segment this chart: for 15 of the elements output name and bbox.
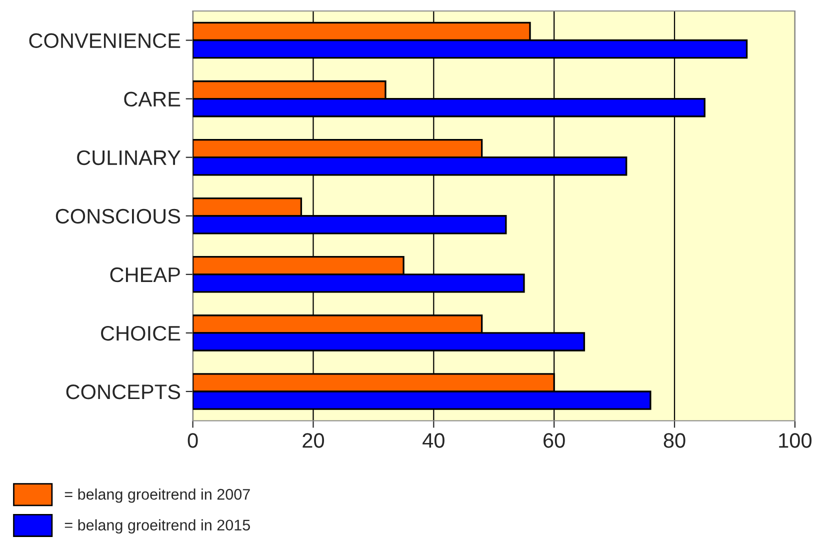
legend-label: = belang groeitrend in 2015 <box>64 519 250 534</box>
y-tick-label: CHEAP <box>110 267 180 282</box>
x-tick-label: 80 <box>664 433 686 448</box>
y-tick-label: CONCEPTS <box>66 384 180 400</box>
x-tick-label: 20 <box>302 433 324 448</box>
x-tick-label: 60 <box>544 433 565 448</box>
x-tick-label: 100 <box>779 433 812 448</box>
y-tick-label: CONSCIOUS <box>56 208 180 224</box>
x-tick-label: 40 <box>422 433 444 448</box>
x-tick-label: 0 <box>188 433 198 448</box>
legend-label: = belang groeitrend in 2007 <box>64 488 250 503</box>
y-tick-label: CARE <box>124 92 180 107</box>
y-tick-label: CONVENIENCE <box>29 33 180 48</box>
y-tick-label: CHOICE <box>101 326 180 341</box>
y-tick-label: CULINARY <box>77 150 181 166</box>
